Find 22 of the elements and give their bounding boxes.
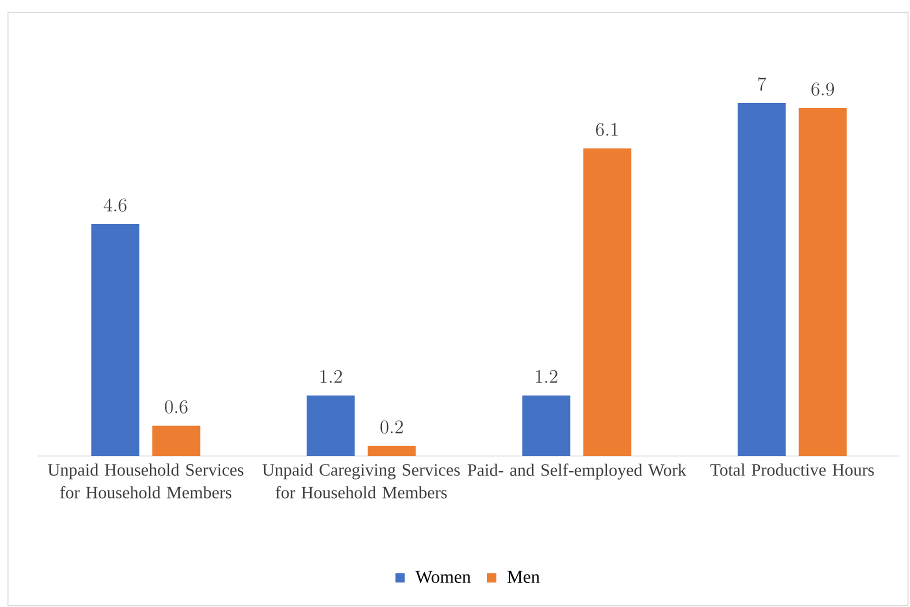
- data-label: 7: [758, 77, 766, 91]
- bar: [583, 148, 632, 456]
- data-label: 4.6: [104, 198, 126, 212]
- data-label: 1 .2: [536, 370, 558, 383]
- x-tick-label: Unpaid Household Services for Household Members: [48, 464, 244, 498]
- bar: [152, 426, 200, 456]
- x-tick-label: Paid- and Self-employed Work: [468, 464, 686, 480]
- bar: [522, 395, 570, 456]
- bar: [738, 103, 786, 456]
- bar: [368, 446, 416, 456]
- bar: [798, 108, 847, 456]
- bar: [306, 395, 355, 456]
- data-label: 6. 1: [596, 122, 618, 136]
- x-tick-label: Total Productive Hours: [710, 464, 874, 476]
- data-label: 0.2: [380, 420, 403, 434]
- x-tick-label: Unpaid Caregiving Services for Household Members: [262, 464, 460, 498]
- legend-label: Women: [415, 570, 471, 583]
- legend-label: Men: [507, 570, 540, 583]
- data-label: 1 .2: [320, 370, 342, 383]
- data-label: 0.6: [165, 400, 188, 414]
- data-label: 6.9: [812, 82, 834, 96]
- bar: [91, 224, 140, 456]
